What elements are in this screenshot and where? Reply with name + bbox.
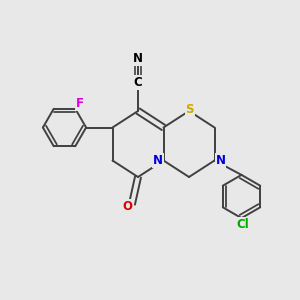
Text: S: S bbox=[185, 103, 194, 116]
Text: N: N bbox=[215, 154, 226, 167]
Text: N: N bbox=[153, 154, 163, 167]
Text: C: C bbox=[133, 76, 142, 89]
Text: N: N bbox=[132, 52, 142, 65]
Text: Cl: Cl bbox=[237, 218, 249, 231]
Text: F: F bbox=[76, 97, 84, 110]
Text: O: O bbox=[122, 200, 133, 213]
